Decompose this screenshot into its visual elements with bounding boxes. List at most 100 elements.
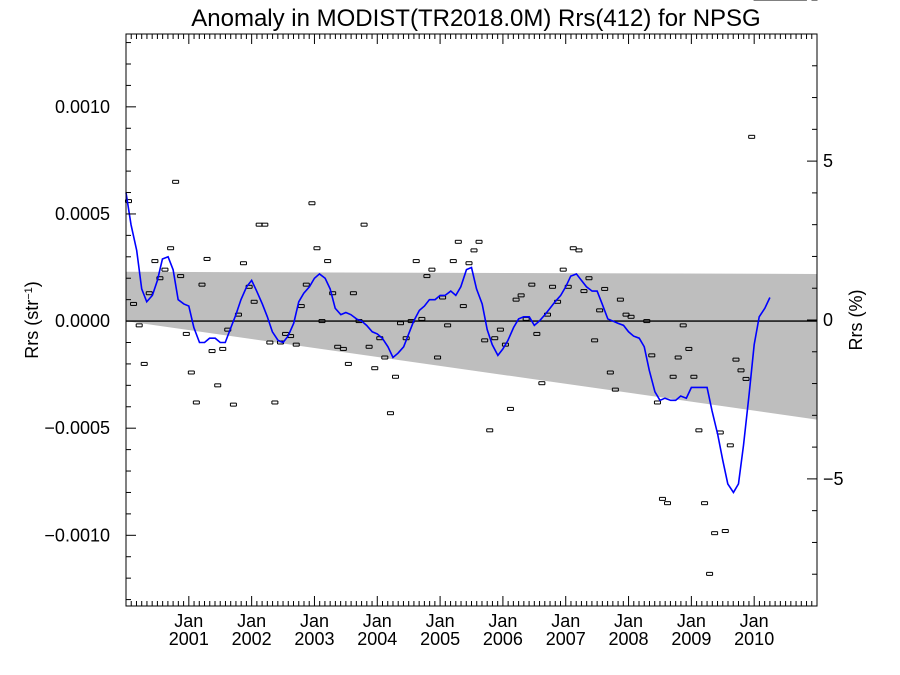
data-point [349, 291, 357, 296]
data-point [512, 297, 520, 302]
x-tick-label-month: Jan [237, 611, 266, 631]
x-tick-label-year: 2004 [357, 629, 397, 649]
data-point [365, 344, 373, 349]
data-point [339, 346, 347, 351]
data-point [360, 222, 368, 227]
x-tick-label-year: 2002 [232, 629, 272, 649]
x-tick-label-year: 2003 [294, 629, 334, 649]
left-y-axis-title-exponent: −1 [23, 287, 35, 300]
uncertainty-band [126, 271, 817, 420]
data-point [391, 374, 399, 379]
data-point [271, 400, 279, 405]
data-point [329, 291, 337, 296]
x-tick-label-month: Jan [677, 611, 706, 631]
data-point [428, 267, 436, 272]
data-point [663, 501, 671, 506]
data-point [459, 304, 467, 309]
data-point [737, 368, 745, 373]
data-point [344, 361, 352, 366]
data-point [423, 274, 431, 279]
data-point [297, 304, 305, 309]
data-point [239, 261, 247, 266]
data-point [192, 400, 200, 405]
data-point [517, 293, 525, 298]
data-point [324, 259, 332, 264]
data-point [679, 323, 687, 328]
y-right-tick-label: 0 [823, 310, 833, 330]
data-point [140, 361, 148, 366]
left-y-axis-title: Rrs (str−1) [22, 281, 42, 359]
y-left-tick-label: −0.0005 [44, 418, 110, 438]
data-point [187, 370, 195, 375]
data-point [371, 366, 379, 371]
data-point [397, 321, 405, 326]
x-tick-label-year: 2006 [483, 629, 523, 649]
data-point [444, 323, 452, 328]
data-point [721, 529, 729, 534]
data-point [386, 411, 394, 416]
data-point [308, 201, 316, 206]
y-right-tick-label: 5 [823, 151, 833, 171]
data-point [559, 267, 567, 272]
y-left-tick-label: 0.0000 [55, 311, 110, 331]
data-point [658, 496, 666, 501]
data-point [606, 370, 614, 375]
data-point [434, 355, 442, 360]
y-right-tick-label: −5 [823, 469, 844, 489]
data-point [742, 376, 750, 381]
left-y-axis-title-text: Rrs (str [22, 300, 42, 359]
data-point [695, 428, 703, 433]
data-point [261, 222, 269, 227]
data-point [229, 402, 237, 407]
x-tick-label-month: Jan [488, 611, 517, 631]
x-tick-label-month: Jan [426, 611, 455, 631]
x-tick-label-month: Jan [740, 611, 769, 631]
data-point [418, 316, 426, 321]
x-tick-label-month: Jan [174, 611, 203, 631]
data-point [250, 299, 258, 304]
data-point [596, 308, 604, 313]
data-point [475, 239, 483, 244]
x-tick-label-year: 2008 [609, 629, 649, 649]
data-point [538, 381, 546, 386]
data-point [748, 134, 756, 139]
data-point [549, 284, 557, 289]
x-tick-label-year: 2009 [671, 629, 711, 649]
data-point [334, 344, 342, 349]
data-point [685, 346, 693, 351]
data-point [496, 327, 504, 332]
data-point [569, 246, 577, 251]
x-tick-label-year: 2010 [734, 629, 774, 649]
data-point [585, 276, 593, 281]
data-point [506, 406, 514, 411]
data-point [203, 256, 211, 261]
data-point [591, 338, 599, 343]
data-point [674, 355, 682, 360]
x-tick-label-year: 2005 [420, 629, 460, 649]
data-point [313, 246, 321, 251]
data-point [454, 239, 462, 244]
data-point [449, 259, 457, 264]
data-point [182, 331, 190, 336]
data-point [130, 301, 138, 306]
chart-title: Anomaly in MODIST(TR2018.0M) Rrs(412) fo… [191, 5, 760, 32]
data-point [161, 267, 169, 272]
data-point [198, 282, 206, 287]
data-point [528, 282, 536, 287]
y-left-tick-label: −0.0010 [44, 525, 110, 545]
y-left-tick-label: 0.0010 [55, 97, 110, 117]
left-y-axis-ticks [126, 42, 136, 601]
data-point [219, 346, 227, 351]
data-point [711, 531, 719, 536]
right-y-axis-labels: 5 0 −5 [823, 151, 844, 489]
data-point [177, 274, 185, 279]
x-axis-ticks [125, 34, 818, 606]
x-tick-label-month: Jan [614, 611, 643, 631]
data-point [701, 501, 709, 506]
data-point [172, 179, 180, 184]
x-tick-label-month: Jan [363, 611, 392, 631]
data-point [690, 374, 698, 379]
data-point [491, 336, 499, 341]
data-point [214, 383, 222, 388]
